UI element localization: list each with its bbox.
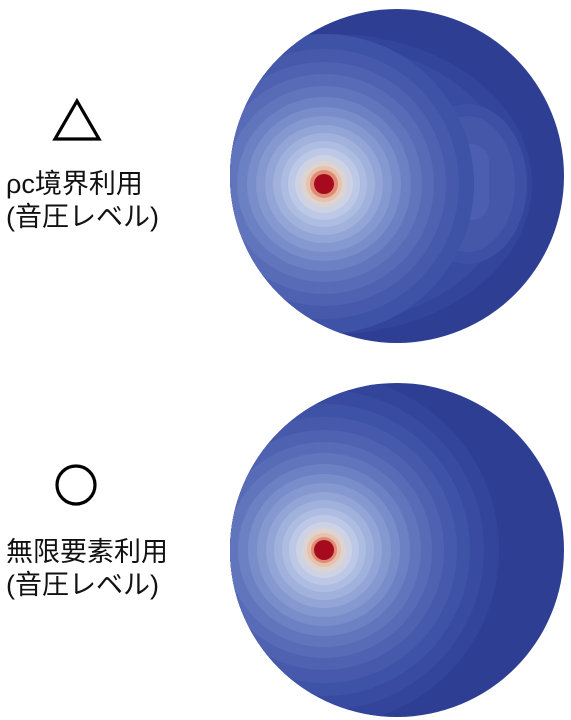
comparison-panel-infinite-element: 無限要素利用 (音圧レベル) [0,360,571,720]
triangle-icon [52,98,102,141]
panel-caption: 無限要素利用 (音圧レベル) [6,536,168,602]
sound-pressure-field [230,383,564,717]
caption-title: 無限要素利用 [6,537,168,567]
caption-title: ρc境界利用 [6,169,143,199]
caption-subtitle: (音圧レベル) [6,202,159,232]
sound-source-point [314,174,334,194]
panel-caption: ρc境界利用 (音圧レベル) [6,168,159,234]
caption-subtitle: (音圧レベル) [6,570,159,600]
sound-source-point [314,540,334,560]
circle-icon [55,464,97,506]
comparison-panel-rho-c: ρc境界利用 (音圧レベル) [6,9,564,343]
sound-pressure-field [230,9,564,343]
